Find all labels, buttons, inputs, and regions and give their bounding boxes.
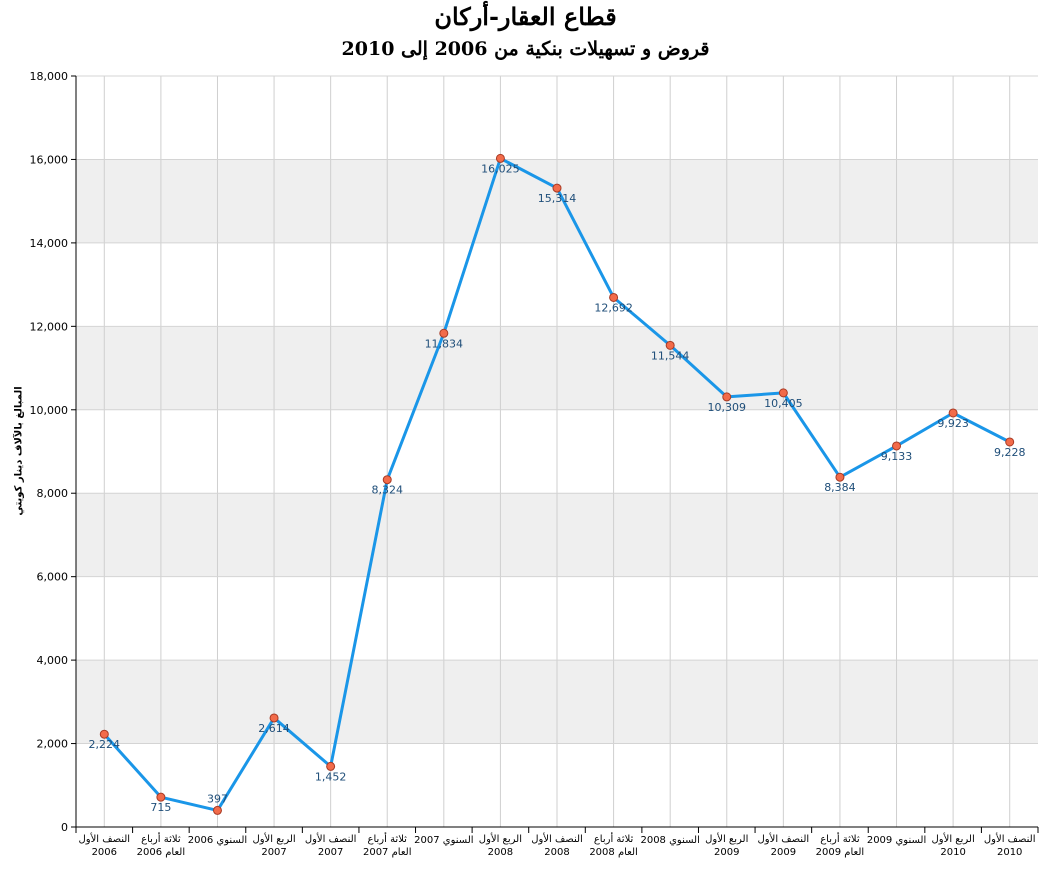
x-tick-label: النصف الأول — [984, 832, 1036, 845]
x-tick-label: 2006 — [92, 847, 117, 858]
x-tick-label: 2010 — [997, 847, 1022, 858]
data-point — [892, 441, 902, 451]
y-tick-label: 18,000 — [30, 70, 69, 83]
chart-title: قطاع العقار-أركان — [434, 2, 617, 31]
x-tick-label: ثلاثة أرباع — [820, 832, 860, 845]
x-tick-label: السنوي 2007 — [414, 835, 473, 846]
x-tick-label: النصف الأول — [531, 832, 583, 845]
data-point — [156, 792, 166, 802]
data-label: 715 — [150, 801, 171, 814]
data-label: 10,405 — [764, 397, 803, 410]
data-label: 8,384 — [824, 481, 856, 494]
y-tick-label: 14,000 — [30, 237, 69, 250]
x-tick-label: السنوي 2008 — [640, 835, 699, 846]
data-point — [99, 729, 109, 739]
x-tick-label: السنوي 2009 — [867, 835, 926, 846]
x-tick-label: 2007 — [318, 847, 343, 858]
data-point — [269, 713, 279, 723]
x-tick-label: العام 2007 — [363, 847, 412, 858]
x-tick-label: 2009 — [771, 847, 796, 858]
x-tick-label: ثلاثة أرباع — [594, 832, 634, 845]
y-tick-label: 0 — [61, 821, 68, 834]
data-label: 10,309 — [708, 401, 747, 414]
x-tick-label: العام 2009 — [816, 847, 865, 858]
data-point — [326, 761, 336, 771]
y-tick-label: 12,000 — [30, 320, 69, 333]
y-tick-label: 16,000 — [30, 153, 69, 166]
data-point — [552, 183, 562, 193]
data-point — [778, 388, 788, 398]
y-tick-label: 10,000 — [30, 404, 69, 417]
x-tick-label: الربع الأول — [932, 832, 975, 845]
data-label: 12,692 — [594, 301, 633, 314]
x-tick-label: السنوي 2006 — [188, 835, 247, 846]
data-label: 2,224 — [89, 738, 121, 751]
data-point — [609, 292, 619, 302]
data-point — [948, 408, 958, 418]
data-label: 397 — [207, 792, 228, 805]
data-point — [495, 153, 505, 163]
data-point — [722, 392, 732, 402]
x-tick-label: العام 2008 — [589, 847, 638, 858]
data-label: 1,452 — [315, 770, 347, 783]
y-tick-label: 4,000 — [37, 654, 69, 667]
y-tick-label: 2,000 — [37, 738, 69, 751]
x-tick-label: العام 2006 — [137, 847, 186, 858]
x-tick-label: الربع الأول — [479, 832, 522, 845]
x-tick-label: 2008 — [544, 847, 569, 858]
data-label: 2,614 — [258, 722, 290, 735]
x-tick-label: ثلاثة أرباع — [141, 832, 181, 845]
data-label: 9,923 — [937, 417, 969, 430]
x-tick-label: ثلاثة أرباع — [367, 832, 407, 845]
data-label: 11,544 — [651, 349, 690, 362]
data-label: 8,324 — [371, 484, 403, 497]
y-tick-label: 6,000 — [37, 571, 69, 584]
data-point — [835, 472, 845, 482]
x-tick-label: الربع الأول — [252, 832, 295, 845]
x-tick-label: النصف الأول — [305, 832, 357, 845]
chart-subtitle: قروض و تسهيلات بنكية من 2006 إلى 2010 — [341, 38, 710, 60]
data-point — [382, 475, 392, 485]
data-label: 11,834 — [425, 337, 464, 350]
data-point — [212, 805, 222, 815]
data-point — [665, 340, 675, 350]
x-tick-label: 2007 — [261, 847, 286, 858]
data-label: 9,228 — [994, 446, 1026, 459]
x-tick-label: النصف الأول — [758, 832, 810, 845]
data-point — [439, 328, 449, 338]
x-tick-label: الربع الأول — [705, 832, 748, 845]
data-label: 15,314 — [538, 192, 577, 205]
y-tick-label: 8,000 — [37, 487, 69, 500]
x-tick-label: 2010 — [940, 847, 965, 858]
data-label: 9,133 — [881, 450, 913, 463]
data-label: 16,025 — [481, 162, 520, 175]
x-tick-label: النصف الأول — [78, 832, 130, 845]
x-tick-label: 2009 — [714, 847, 739, 858]
data-point — [1005, 437, 1015, 447]
x-tick-label: 2008 — [488, 847, 513, 858]
